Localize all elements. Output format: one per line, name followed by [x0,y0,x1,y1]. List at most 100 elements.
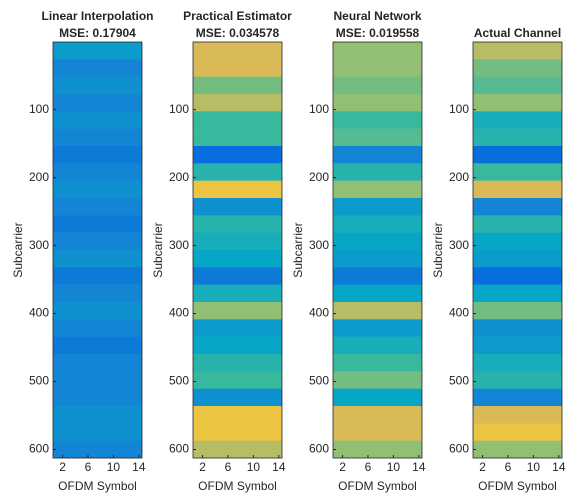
heatmap-band [193,163,282,181]
heatmap-band [193,146,282,164]
y-tick-label: 200 [169,170,189,184]
axes-box [52,41,143,459]
heatmap-band [53,76,142,95]
heatmap-band [53,163,142,181]
y-tick-label: 400 [449,306,469,320]
heatmap-band [53,406,142,424]
heatmap-band [193,371,282,389]
heatmap-band [333,423,422,441]
panel-title: Neural Network [333,9,421,23]
heatmap-band [473,180,562,199]
heatmap-band [193,42,282,60]
heatmap-band [53,440,142,459]
heatmap-band [473,59,562,77]
heatmap-band [53,302,142,320]
heatmap-band [473,406,562,424]
x-tick-label: 14 [272,460,286,474]
heatmap-band [193,250,282,268]
heatmap-band [333,180,422,199]
heatmap-band [333,267,422,285]
heatmap-band [473,250,562,268]
heatmap-band [473,267,562,285]
heatmap-band [53,59,142,77]
y-tick-label: 600 [449,442,469,456]
panel-title: Actual Channel [474,26,561,40]
heatmap-band [473,302,562,320]
heatmap-band [193,198,282,216]
x-axis-label: OFDM Symbol [58,479,137,493]
heatmap-band [473,146,562,164]
heatmap-band [333,302,422,320]
heatmap-band [53,336,142,355]
heatmap-band [193,94,282,112]
heatmap-band [53,94,142,112]
heatmap-band [53,371,142,389]
heatmap-band [193,59,282,77]
heatmap-band [333,232,422,251]
heatmap-band [333,128,422,147]
x-axis-label: OFDM Symbol [478,479,557,493]
heatmap-band [473,440,562,459]
x-tick-label: 2 [59,460,66,474]
heatmap-band [193,302,282,320]
x-tick-label: 10 [247,460,261,474]
heatmap-band [333,94,422,112]
y-tick-label: 500 [29,374,49,388]
heatmap-band [333,146,422,164]
heatmap-band [53,198,142,216]
heatmap-band [473,423,562,441]
heatmap-band [53,128,142,147]
heatmap-band [53,146,142,164]
y-tick-label: 500 [169,374,189,388]
y-tick-label: 300 [169,238,189,252]
heatmap-band [333,215,422,233]
y-axis-label: Subcarrier [151,222,165,277]
panel-subtitle: MSE: 0.17904 [59,26,136,40]
heatmap-band [333,371,422,389]
heatmap-band [333,336,422,355]
y-tick-label: 200 [449,170,469,184]
heatmap-band [53,180,142,199]
heatmap-band [333,42,422,60]
heatmap-band [193,319,282,337]
heatmap-band [333,284,422,303]
heatmap-band [53,267,142,285]
x-tick-label: 6 [505,460,512,474]
y-axis-label: Subcarrier [11,222,25,277]
panel-subtitle: MSE: 0.019558 [336,26,420,40]
panel-subtitle: MSE: 0.034578 [196,26,280,40]
heatmap-band [473,215,562,233]
heatmap-band [333,198,422,216]
y-tick-label: 600 [169,442,189,456]
y-tick-label: 400 [309,306,329,320]
y-tick-label: 500 [449,374,469,388]
heatmap-band [333,388,422,407]
y-tick-label: 100 [169,102,189,116]
y-tick-label: 600 [29,442,49,456]
heatmap-band [473,232,562,251]
x-tick-label: 10 [387,460,401,474]
heatmap-band [333,59,422,77]
heatmap-band [473,198,562,216]
x-tick-label: 6 [365,460,372,474]
axes-box [472,41,563,459]
y-tick-label: 200 [309,170,329,184]
heatmap-band [193,423,282,441]
heatmap-band [53,232,142,251]
heatmap-band [473,76,562,95]
heatmap-band [473,319,562,337]
heatmap-band [333,440,422,459]
y-tick-label: 100 [29,102,49,116]
heatmap-band [193,232,282,251]
heatmap-band [473,128,562,147]
x-tick-label: 2 [339,460,346,474]
heatmap-band [473,388,562,407]
heatmap-band [53,284,142,303]
y-tick-label: 100 [309,102,329,116]
x-tick-label: 2 [479,460,486,474]
heatmap-band [473,371,562,389]
y-tick-label: 200 [29,170,49,184]
x-tick-label: 6 [85,460,92,474]
heatmap-band [473,111,562,129]
heatmap-band [333,354,422,372]
